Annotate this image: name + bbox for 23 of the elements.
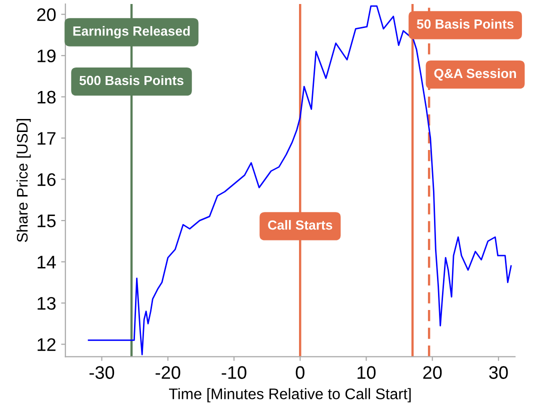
y-tick-label: 14	[38, 256, 56, 268]
y-tick-label: 20	[37, 8, 56, 22]
x-tick-label: 0	[296, 366, 304, 379]
y-tick-label: 18	[38, 90, 56, 104]
ref-line-label: Q&A Session	[434, 68, 516, 81]
ref-line-label: Call Starts	[268, 220, 332, 230]
x-tick-label: 20	[423, 366, 442, 379]
ref-line-label: 50 Basis Points	[416, 19, 514, 29]
y-tick-label: 17	[38, 132, 56, 145]
x-tick-label: -30	[90, 366, 114, 379]
ref-line-label: Earnings Released	[73, 26, 190, 38]
x-axis-title: Time [Minutes Relative to Call Start]	[169, 388, 411, 402]
y-axis-title: Share Price [USD]	[16, 119, 31, 242]
y-tick-label: 12	[38, 338, 56, 351]
x-tick-label: -20	[156, 366, 180, 379]
y-tick-label: 15	[38, 214, 56, 228]
y-tick-label: 19	[38, 50, 56, 62]
x-tick-label: 10	[358, 366, 376, 379]
y-tick-label: 13	[38, 296, 56, 310]
x-tick-label: 30	[489, 366, 508, 379]
annotation: 500 Basis Points	[79, 75, 184, 86]
y-tick-label: 16	[38, 173, 56, 186]
x-tick-label: -10	[222, 366, 246, 379]
